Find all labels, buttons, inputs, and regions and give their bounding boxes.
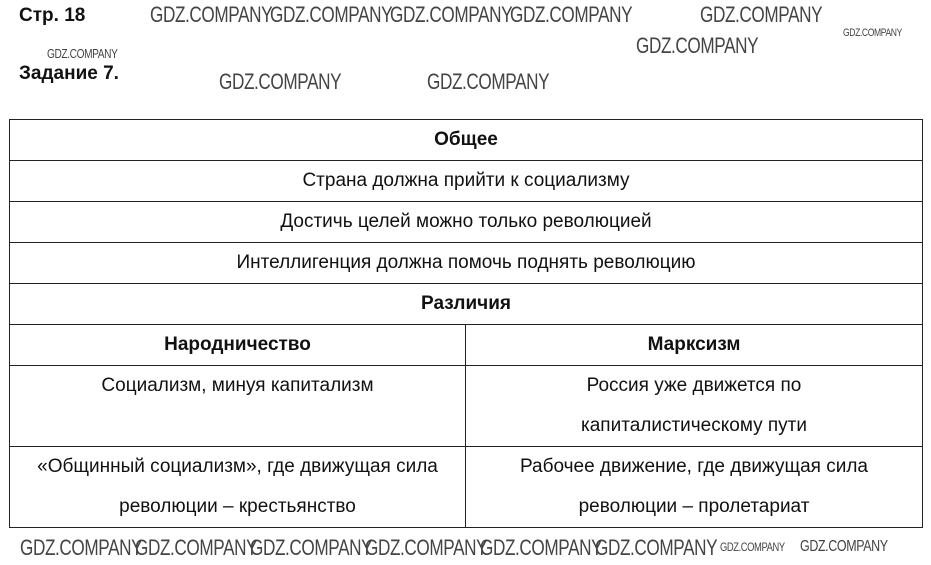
common-header: Общее <box>9 119 923 161</box>
watermark: GDZ.COMPANY <box>800 538 888 555</box>
watermark: GDZ.COMPANY <box>510 2 633 27</box>
task-title: Задание 7. <box>19 63 119 84</box>
watermark: GDZ.COMPANY <box>20 535 143 560</box>
watermark: GDZ.COMPANY <box>270 2 393 27</box>
watermark: GDZ.COMPANY <box>427 69 550 94</box>
watermark: GDZ.COMPANY <box>135 535 258 560</box>
watermark: GDZ.COMPANY <box>47 46 118 61</box>
common-item: Страна должна прийти к социализму <box>9 160 923 202</box>
watermark: GDZ.COMPANY <box>720 540 785 554</box>
watermark: GDZ.COMPANY <box>390 2 513 27</box>
table-cell: Россия уже движется по капиталистическом… <box>465 365 923 447</box>
watermark: GDZ.COMPANY <box>219 69 342 94</box>
comparison-table: Общее Страна должна прийти к социализму … <box>9 119 923 528</box>
watermark: GDZ.COMPANY <box>365 535 488 560</box>
table-cell: «Общинный социализм», где движущая сила … <box>9 446 466 528</box>
column-header-marxism: Марксизм <box>465 324 923 366</box>
watermark: GDZ.COMPANY <box>150 2 273 27</box>
watermark: GDZ.COMPANY <box>843 27 902 39</box>
differences-header: Различия <box>9 283 923 325</box>
column-header-narodniki: Народничество <box>9 324 466 366</box>
common-item: Интеллигенция должна помочь поднять рево… <box>9 242 923 284</box>
watermark: GDZ.COMPANY <box>636 33 759 58</box>
common-item: Достичь целей можно только революцией <box>9 201 923 243</box>
table-cell: Рабочее движение, где движущая сила рево… <box>465 446 923 528</box>
page-number: Стр. 18 <box>19 5 86 26</box>
table-cell: Социализм, минуя капитализм <box>9 365 466 447</box>
watermark: GDZ.COMPANY <box>480 535 603 560</box>
watermark: GDZ.COMPANY <box>595 535 718 560</box>
watermark: GDZ.COMPANY <box>250 535 373 560</box>
watermark: GDZ.COMPANY <box>700 2 823 27</box>
